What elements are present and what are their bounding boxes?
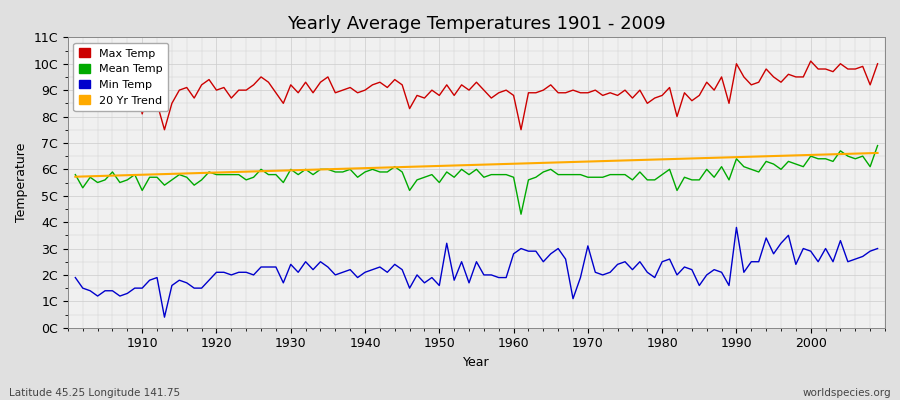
Text: worldspecies.org: worldspecies.org (803, 388, 891, 398)
X-axis label: Year: Year (464, 356, 490, 369)
Title: Yearly Average Temperatures 1901 - 2009: Yearly Average Temperatures 1901 - 2009 (287, 15, 666, 33)
Y-axis label: Temperature: Temperature (15, 143, 28, 222)
Text: Latitude 45.25 Longitude 141.75: Latitude 45.25 Longitude 141.75 (9, 388, 180, 398)
Legend: Max Temp, Mean Temp, Min Temp, 20 Yr Trend: Max Temp, Mean Temp, Min Temp, 20 Yr Tre… (74, 43, 168, 111)
